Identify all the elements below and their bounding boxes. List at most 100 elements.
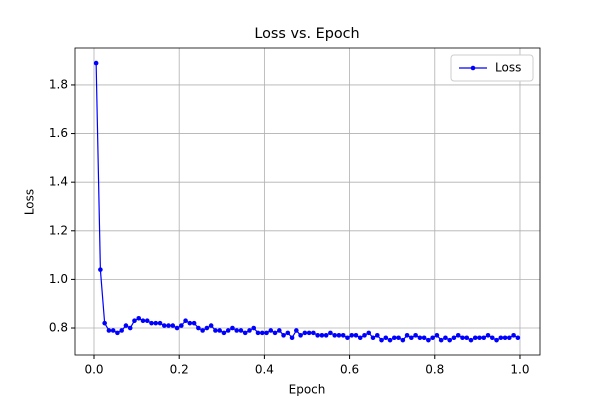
chart-title: Loss vs. Epoch xyxy=(254,26,359,42)
point xyxy=(340,333,346,338)
point xyxy=(204,325,210,331)
point xyxy=(383,335,389,341)
point xyxy=(230,325,235,331)
point xyxy=(489,335,495,341)
point xyxy=(115,330,120,336)
point xyxy=(430,335,435,341)
point xyxy=(217,328,222,333)
point xyxy=(294,328,299,333)
point xyxy=(396,335,401,341)
point xyxy=(434,333,440,338)
point xyxy=(157,320,163,326)
point xyxy=(136,315,142,321)
legend-marker xyxy=(470,65,476,71)
point xyxy=(349,333,355,338)
point xyxy=(464,335,470,341)
point xyxy=(451,335,457,341)
point xyxy=(255,330,261,336)
point xyxy=(400,337,406,343)
y-tick-label: 1.8 xyxy=(49,77,68,91)
point xyxy=(238,328,244,333)
point xyxy=(187,320,193,326)
legend-box xyxy=(450,54,534,82)
point xyxy=(315,333,320,338)
point xyxy=(485,333,491,338)
point xyxy=(174,325,180,331)
point xyxy=(468,337,474,343)
x-tick-label: 0.6 xyxy=(340,363,359,377)
point xyxy=(366,330,372,336)
point xyxy=(272,330,278,336)
legend-label: Loss xyxy=(495,61,521,75)
point xyxy=(264,330,269,336)
point xyxy=(404,333,410,338)
point xyxy=(328,330,333,336)
point xyxy=(208,323,214,328)
point xyxy=(149,320,154,326)
point xyxy=(494,337,499,343)
point xyxy=(507,335,512,341)
point xyxy=(285,330,291,336)
y-axis-label: Loss xyxy=(23,189,37,215)
point xyxy=(102,320,107,326)
point xyxy=(323,333,329,338)
point xyxy=(438,337,444,343)
point xyxy=(106,328,112,333)
point xyxy=(374,333,380,338)
point xyxy=(387,337,393,343)
y-tick-label: 0.8 xyxy=(49,321,68,335)
point xyxy=(472,335,478,341)
point xyxy=(460,335,465,341)
x-tick-label: 0.8 xyxy=(425,363,444,377)
point xyxy=(421,335,427,341)
point xyxy=(153,320,159,326)
point xyxy=(302,330,308,336)
point xyxy=(110,328,116,333)
point xyxy=(225,328,231,333)
point xyxy=(502,335,508,341)
point xyxy=(511,333,516,338)
x-axis-label: Epoch xyxy=(289,383,326,397)
point xyxy=(515,335,521,341)
point xyxy=(247,328,252,333)
point xyxy=(443,335,448,341)
point xyxy=(413,333,418,338)
point xyxy=(127,325,133,331)
point xyxy=(392,335,397,341)
point xyxy=(234,328,240,333)
point xyxy=(336,333,342,338)
point xyxy=(477,335,482,341)
point xyxy=(123,323,129,328)
point xyxy=(281,333,286,338)
point xyxy=(200,328,205,333)
point xyxy=(170,323,176,328)
point xyxy=(353,333,359,338)
y-tick-label: 1.4 xyxy=(49,175,68,189)
point xyxy=(306,330,312,336)
point xyxy=(379,337,384,343)
point xyxy=(196,325,201,331)
point xyxy=(289,335,295,341)
point xyxy=(183,318,188,324)
point xyxy=(119,328,124,333)
point xyxy=(498,335,504,341)
point xyxy=(311,330,316,336)
point xyxy=(191,320,197,326)
point xyxy=(242,330,248,336)
point xyxy=(370,335,376,341)
point xyxy=(455,333,461,338)
x-tick-label: 0.4 xyxy=(255,363,274,377)
point xyxy=(481,335,487,341)
point xyxy=(140,318,146,324)
point xyxy=(161,323,167,328)
point xyxy=(259,330,265,336)
point xyxy=(144,318,150,324)
plot-frame xyxy=(74,47,541,356)
point xyxy=(166,323,171,328)
y-tick-label: 1.0 xyxy=(49,272,68,286)
point xyxy=(357,335,363,341)
point xyxy=(251,325,257,331)
x-tick-label: 0.0 xyxy=(84,363,103,377)
point xyxy=(277,328,282,333)
